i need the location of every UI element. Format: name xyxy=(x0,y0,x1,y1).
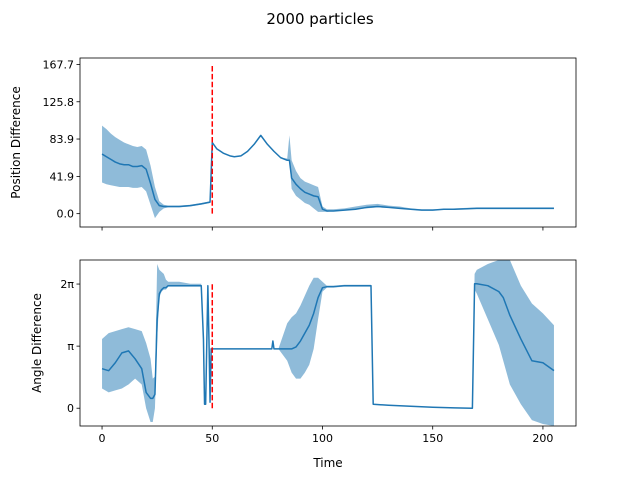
position-difference-panel: 0.0 41.9 83.9 125.8 167.7 Position Difference xyxy=(9,57,577,231)
y-tick-label: 0.0 xyxy=(57,208,75,221)
y-tick-label: π xyxy=(67,340,74,353)
series-0-band xyxy=(102,125,554,219)
x-tick-label: 50 xyxy=(205,432,219,445)
x-tick-label: 0 xyxy=(99,432,106,445)
y-tick-label: 41.9 xyxy=(50,170,75,183)
axes-frame xyxy=(79,259,577,427)
y-tick-label: 0 xyxy=(67,402,74,415)
series-0-band xyxy=(102,260,554,426)
series-0-mean-line xyxy=(101,282,555,409)
y-axis-label: Position Difference xyxy=(9,86,23,198)
y-axis-label: Angle Difference xyxy=(30,293,44,393)
y-tick-label: 83.9 xyxy=(50,133,75,146)
angle-difference-panel: 0 π 2π 0 50 100 150 200 Angle Difference Time xyxy=(30,259,577,470)
axes-frame xyxy=(79,57,577,228)
x-tick-label: 150 xyxy=(422,432,443,445)
y-tick-label: 167.7 xyxy=(43,58,75,71)
x-tick-label: 200 xyxy=(532,432,553,445)
y-tick-label: 2π xyxy=(60,278,74,291)
x-axis-label: Time xyxy=(312,456,342,470)
figure-title: 2000 particles xyxy=(266,10,374,28)
series-0-mean-line xyxy=(101,134,554,212)
x-tick-label: 100 xyxy=(312,432,333,445)
y-tick-label: 125.8 xyxy=(43,96,75,109)
